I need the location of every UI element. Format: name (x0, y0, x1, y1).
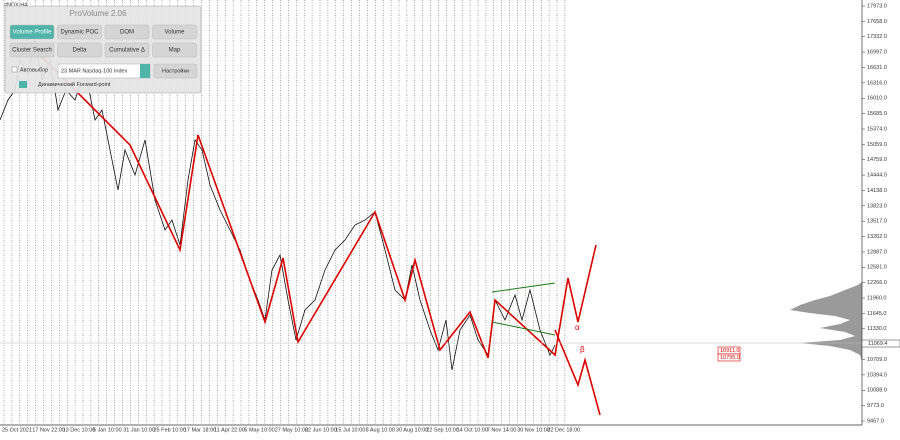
panel-button[interactable]: Map (152, 42, 197, 58)
price-label: 12887.0 (867, 249, 887, 255)
button-bg (104, 24, 150, 40)
settings-label: Настройки (162, 67, 189, 74)
panel-button[interactable]: Volume Profile (9, 24, 55, 40)
price-label: 10088.0 (867, 388, 887, 394)
checkbox[interactable] (11, 66, 18, 73)
button-label: Dynamic POC (60, 30, 99, 36)
time-label: 31 Jan 10:00 (123, 427, 155, 433)
price-label: 11330.0 (867, 326, 886, 332)
settings-button[interactable] (153, 63, 198, 79)
price-label: 15059.0 (867, 142, 887, 148)
price-label: 11960.0 (867, 295, 886, 301)
time-label: 14 Oct 10:00 (457, 427, 489, 433)
panel-button[interactable]: DOM (104, 24, 150, 40)
button-bg (9, 42, 55, 58)
channel-bottom (491, 321, 556, 336)
button-bg (9, 24, 55, 40)
level-label: 10911.0 (720, 348, 739, 354)
button-label: Map (169, 48, 181, 54)
price-label: 14138.0 (867, 188, 887, 194)
price-label: 16997.0 (867, 50, 887, 56)
auto-select-label: Автовыбор (20, 67, 48, 73)
button-bg (57, 42, 102, 58)
price-label: 15374.0 (867, 126, 887, 132)
symbol: #NDX,H4 (4, 2, 27, 8)
button-label: Cumulative Δ (109, 48, 145, 54)
button-label: Delta (72, 48, 87, 54)
time-label: 22 Sep 10:00 (426, 427, 459, 433)
time-label: 7 Nov 14:00 (487, 427, 517, 433)
price-label: 12266.0 (867, 280, 887, 286)
price-label: 9773.0 (867, 403, 884, 409)
button-bg (152, 24, 197, 40)
time-label: 13 Dec 10:00 (63, 427, 96, 433)
button-label: Cluster Search (12, 48, 52, 54)
panel-title: ProVolume 2.06 (70, 9, 127, 18)
price-label: 17973.0 (867, 3, 887, 9)
time-label: 30 Nov 10:00 (517, 427, 550, 433)
price-label: 14759.0 (867, 157, 887, 163)
button-bg (57, 24, 102, 40)
button-bg (152, 42, 197, 58)
time-label: 17 Nov 22:00 (32, 427, 65, 433)
panel-button[interactable]: Dynamic POC (57, 24, 102, 40)
provolume-panel: ProVolume 2.06 Volume Profile Dynamic POC… (4, 5, 202, 94)
price-label: 13202.0 (867, 234, 887, 240)
panel-button[interactable]: Cluster Search (9, 42, 55, 58)
forward-point-toggle[interactable] (19, 81, 27, 88)
price-label: 17332.0 (867, 34, 887, 40)
current-price-box (861, 339, 900, 348)
price-label: 9467.0 (867, 418, 884, 424)
time-label: 30 Aug 10:00 (396, 427, 428, 433)
instrument: 23 MAR Nasdaq-100 Index (61, 68, 128, 74)
panel-button[interactable]: Volume (152, 24, 197, 40)
wave-label: β (580, 345, 585, 354)
price-label: 16316.0 (867, 80, 887, 86)
price-label: 14444.0 (867, 173, 887, 179)
panel-button[interactable]: Delta (57, 42, 102, 58)
zigzag (39, 54, 597, 359)
time-label: 22 Jun 10:00 (305, 427, 337, 433)
dropdown-arrow[interactable] (140, 64, 150, 78)
time-label: 25 Feb 10:00 (154, 427, 186, 433)
level-label: 10795.0 (720, 355, 740, 361)
price-label: 13517.0 (867, 219, 887, 225)
button-bg (104, 42, 150, 58)
price-label: 11645.0 (867, 311, 886, 317)
zigzag-projection (554, 329, 601, 416)
current-price: 11069.4 (868, 341, 887, 347)
time-label: 5 May 10:00 (244, 427, 274, 433)
time-label: 22 Dec 18:00 (547, 427, 580, 433)
volume-profile (790, 282, 862, 362)
channel-top (491, 282, 556, 293)
panel-button[interactable]: Cumulative Δ (104, 42, 150, 58)
price-label: 16010.0 (867, 96, 887, 102)
price-label: 10394.0 (867, 372, 887, 378)
price-label: 10709.0 (867, 357, 887, 363)
time-label: 17 Mar 18:00 (184, 427, 216, 433)
button-label: DOM (120, 30, 134, 36)
time-label: 25 Oct 2021 (2, 427, 32, 433)
time-label: 5 Jan 10:00 (93, 427, 122, 433)
button-label: Volume Profile (13, 30, 52, 36)
price-label: 15685.0 (867, 111, 887, 117)
price-label: 17658.0 (867, 19, 887, 25)
level-box (717, 353, 741, 362)
price-label: 16631.0 (867, 65, 887, 71)
time-label: 27 May 10:00 (275, 427, 308, 433)
time-label: 8 Aug 10:00 (366, 427, 395, 433)
forward-point-label: Динамический Forward-point (38, 81, 111, 88)
price-label: 13823.0 (867, 203, 887, 209)
button-label: Volume (164, 30, 185, 36)
wave-label: α (575, 323, 580, 332)
time-label: 15 Jul 10:00 (335, 427, 365, 433)
time-label: 11 Apr 22:00 (214, 427, 245, 433)
price-label: 12581.0 (867, 265, 887, 271)
